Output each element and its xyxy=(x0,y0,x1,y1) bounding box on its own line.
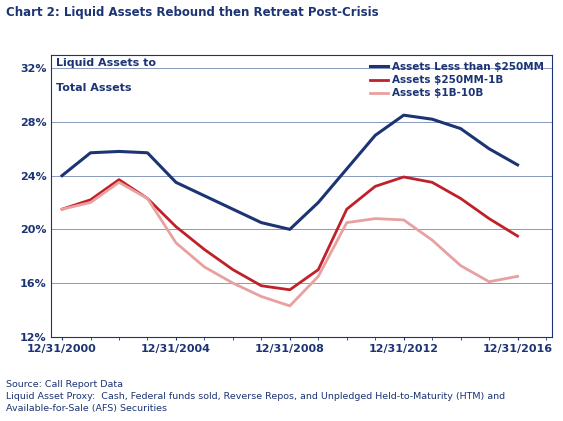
Assets $250MM-1B xyxy=(400,174,407,179)
Assets $1B-10B xyxy=(172,240,179,245)
Assets $250MM-1B xyxy=(258,283,265,288)
Assets $250MM-1B xyxy=(230,267,236,272)
Assets $250MM-1B xyxy=(429,180,436,185)
Legend: Assets Less than $250MM, Assets $250MM-1B, Assets $1B-10B: Assets Less than $250MM, Assets $250MM-1… xyxy=(368,60,547,100)
Assets Less than $250MM xyxy=(315,200,321,205)
Text: Source: Call Report Data
Liquid Asset Proxy:  Cash, Federal funds sold, Reverse : Source: Call Report Data Liquid Asset Pr… xyxy=(6,380,505,413)
Assets Less than $250MM xyxy=(59,173,65,178)
Text: Total Assets: Total Assets xyxy=(56,83,131,93)
Assets Less than $250MM xyxy=(486,146,493,151)
Assets $1B-10B xyxy=(87,200,94,205)
Assets $1B-10B xyxy=(144,196,151,201)
Assets $1B-10B xyxy=(486,279,493,284)
Assets Less than $250MM xyxy=(514,163,521,168)
Assets Less than $250MM xyxy=(400,113,407,118)
Assets Less than $250MM xyxy=(429,117,436,122)
Assets $1B-10B xyxy=(201,264,208,269)
Text: Liquid Assets to: Liquid Assets to xyxy=(56,58,156,67)
Line: Assets $1B-10B: Assets $1B-10B xyxy=(62,182,517,306)
Assets $250MM-1B xyxy=(172,224,179,229)
Assets Less than $250MM xyxy=(144,150,151,155)
Line: Assets $250MM-1B: Assets $250MM-1B xyxy=(62,177,517,290)
Assets $1B-10B xyxy=(343,220,350,225)
Assets $250MM-1B xyxy=(486,216,493,221)
Assets $1B-10B xyxy=(258,294,265,299)
Assets $250MM-1B xyxy=(115,177,122,182)
Assets $1B-10B xyxy=(115,180,122,185)
Assets Less than $250MM xyxy=(172,180,179,185)
Assets Less than $250MM xyxy=(287,227,293,232)
Assets $1B-10B xyxy=(457,263,464,268)
Assets $1B-10B xyxy=(230,280,236,285)
Assets $250MM-1B xyxy=(144,196,151,201)
Assets Less than $250MM xyxy=(457,126,464,131)
Assets Less than $250MM xyxy=(372,133,378,138)
Assets Less than $250MM xyxy=(115,149,122,154)
Assets $1B-10B xyxy=(372,216,378,221)
Assets $250MM-1B xyxy=(201,247,208,252)
Assets $250MM-1B xyxy=(87,197,94,203)
Assets Less than $250MM xyxy=(230,207,236,212)
Assets $250MM-1B xyxy=(315,267,321,272)
Assets Less than $250MM xyxy=(201,193,208,198)
Assets $250MM-1B xyxy=(457,196,464,201)
Assets $250MM-1B xyxy=(343,207,350,212)
Assets $1B-10B xyxy=(514,274,521,279)
Assets Less than $250MM xyxy=(258,220,265,225)
Assets $250MM-1B xyxy=(59,207,65,212)
Text: Chart 2: Liquid Assets Rebound then Retreat Post-Crisis: Chart 2: Liquid Assets Rebound then Retr… xyxy=(6,6,378,19)
Assets $1B-10B xyxy=(315,274,321,279)
Assets $1B-10B xyxy=(429,237,436,242)
Assets $250MM-1B xyxy=(372,184,378,189)
Assets Less than $250MM xyxy=(87,150,94,155)
Assets Less than $250MM xyxy=(343,166,350,171)
Assets $1B-10B xyxy=(400,217,407,222)
Assets $250MM-1B xyxy=(287,287,293,292)
Line: Assets Less than $250MM: Assets Less than $250MM xyxy=(62,115,517,229)
Assets $250MM-1B xyxy=(514,234,521,239)
Assets $1B-10B xyxy=(59,207,65,212)
Assets $1B-10B xyxy=(287,304,293,309)
